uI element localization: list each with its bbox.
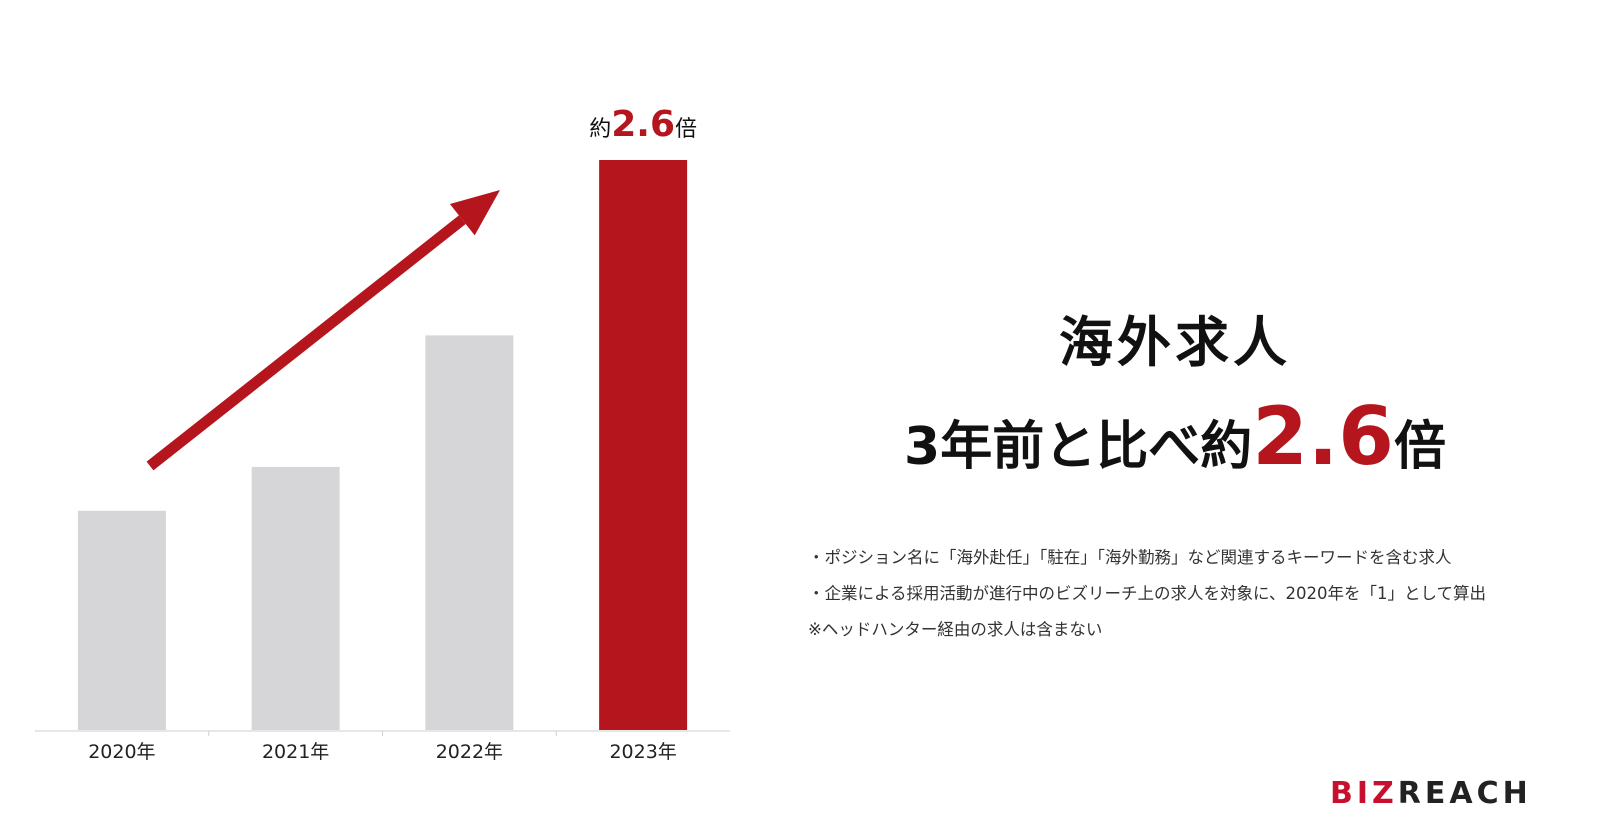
data-label-highlight: 約2.6倍	[589, 104, 697, 145]
trend-arrow-head	[449, 190, 500, 236]
headline-title: 海外求人	[830, 298, 1520, 377]
headline-subtitle: 3年前と比べ約2.6倍	[830, 392, 1520, 492]
logo-dark-part: REACH	[1397, 776, 1532, 811]
x-tick-label: 2023年	[609, 741, 676, 763]
bizreach-logo: BIZREACH	[1330, 776, 1532, 816]
footnotes: ・ポジション名に「海外赴任」「駐在」「海外勤務」など関連するキーワードを含む求人…	[808, 548, 1588, 656]
headline-title-text: 海外求人	[1059, 311, 1291, 374]
bar-1	[251, 466, 340, 730]
bar-3	[599, 160, 688, 730]
bar-2	[425, 335, 514, 730]
headline-prefix: 3年前と比べ約	[904, 417, 1253, 477]
footnote-2: ・企業による採用活動が進行中のビズリーチ上の求人を対象に、2020年を「1」とし…	[808, 584, 1487, 603]
headline-value: 2.6	[1252, 390, 1394, 483]
footnote-3: ※ヘッドハンター経由の求人は含まない	[808, 620, 1103, 639]
x-tick-label: 2021年	[262, 741, 329, 763]
trend-arrow-shaft	[146, 215, 466, 471]
x-tick-label: 2020年	[88, 741, 155, 763]
bar-0	[77, 510, 166, 730]
logo-red-part: BIZ	[1330, 776, 1398, 811]
headline-suffix: 倍	[1393, 417, 1446, 477]
x-tick-label: 2022年	[436, 741, 503, 763]
footnote-1: ・ポジション名に「海外赴任」「駐在」「海外勤務」など関連するキーワードを含む求人	[808, 548, 1452, 567]
bar-chart: 2020年 2021年 2022年 2023年 約2.6倍	[35, 104, 730, 763]
